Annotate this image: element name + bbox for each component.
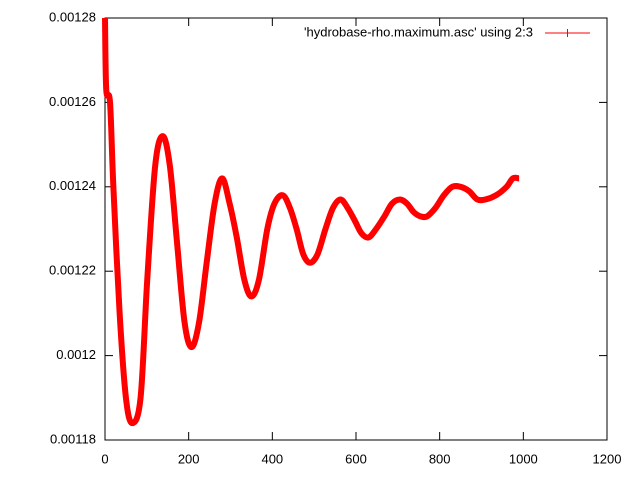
y-tick-label: 0.00118	[50, 431, 96, 446]
y-tick-label: 0.00128	[49, 9, 96, 24]
x-tick-label: 400	[261, 451, 283, 466]
x-tick-label: 600	[345, 451, 367, 466]
x-tick-label: 1000	[509, 451, 538, 466]
legend-label: 'hydrobase-rho.maximum.asc' using 2:3	[304, 24, 533, 39]
x-tick-label: 200	[178, 451, 200, 466]
data-line	[102, 17, 520, 427]
x-tick-label: 800	[429, 451, 451, 466]
x-tick-label: 1200	[593, 451, 622, 466]
y-tick-label: 0.00122	[49, 263, 96, 278]
y-tick-label: 0.0012	[56, 347, 96, 362]
x-tick-label: 0	[101, 451, 108, 466]
y-tick-label: 0.00124	[49, 178, 96, 193]
y-tick-label: 0.00126	[49, 94, 96, 109]
